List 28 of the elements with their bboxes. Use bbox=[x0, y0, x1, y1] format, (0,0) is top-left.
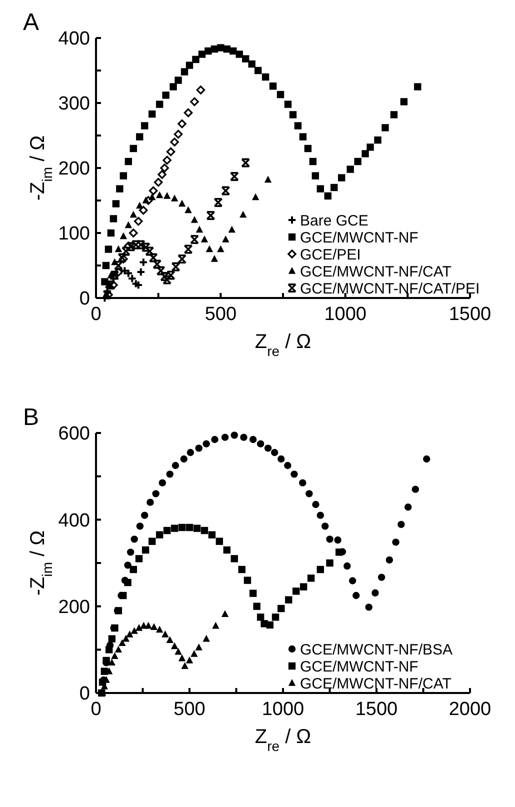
x-tick-label: 2000 bbox=[448, 699, 492, 720]
legend-label: GCE/PEI bbox=[300, 246, 361, 264]
legend-label: GCE/MWCNT-NF/CAT bbox=[300, 263, 452, 280]
legend-label: GCE/MWCNT-NF/BSA bbox=[300, 641, 452, 658]
y-tick-label: 200 bbox=[58, 596, 90, 618]
legend-label: GCE/MWCNT-NF/CAT/PEI bbox=[300, 280, 480, 298]
y-tick-label: 600 bbox=[58, 424, 90, 445]
x-tick-label: 1000 bbox=[324, 304, 366, 325]
x-tick-label: 1000 bbox=[262, 699, 304, 720]
legend-label: GCE/MWCNT-NF bbox=[300, 229, 418, 246]
chart-title: B bbox=[23, 404, 40, 431]
legend-label: GCE/MWCNT-NF bbox=[300, 658, 418, 676]
y-tick-label: 0 bbox=[79, 684, 90, 705]
y-tick-label: 300 bbox=[58, 94, 90, 115]
x-tick-label: 500 bbox=[204, 304, 237, 325]
x-tick-label: 500 bbox=[174, 699, 206, 720]
y-tick-label: 400 bbox=[58, 28, 90, 50]
y-tick-label: 200 bbox=[58, 158, 90, 180]
chart-title: A bbox=[23, 9, 40, 36]
legend-label: Bare GCE bbox=[300, 212, 368, 230]
y-tick-label: 0 bbox=[79, 288, 90, 310]
x-tick-label: 1500 bbox=[355, 699, 398, 720]
x-tick-label: 1500 bbox=[448, 304, 492, 325]
y-tick-label: 100 bbox=[58, 224, 90, 245]
x-axis-title: Z$_{re}$ / Ω bbox=[254, 331, 312, 359]
legend-label: GCE/MWCNT-NF/CAT bbox=[300, 675, 452, 692]
y-tick-label: 400 bbox=[58, 510, 90, 532]
x-axis-title: Z$_{re}$ / Ω bbox=[254, 726, 312, 754]
